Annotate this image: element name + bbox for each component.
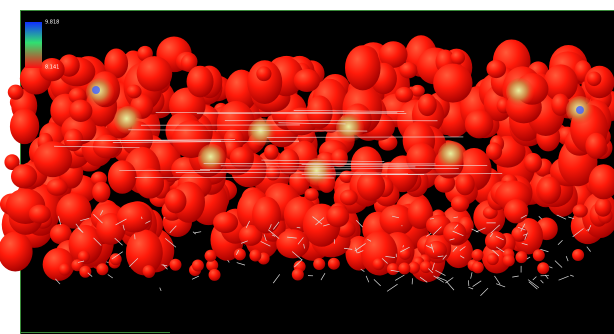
color-bar-max: 9.818: [45, 20, 59, 26]
surface-lobe: [249, 249, 261, 261]
surface-lobe: [92, 182, 110, 203]
surface-lobe: [59, 264, 71, 276]
surface-lobe: [108, 160, 137, 194]
surface-lobe: [11, 164, 37, 188]
surface-lobe: [64, 129, 83, 152]
molecular-surface: [0, 35, 614, 282]
surface-lobe: [433, 63, 472, 102]
surface-lobe: [451, 195, 469, 212]
surface-lobe: [137, 56, 173, 91]
surface-highlight: [336, 114, 364, 142]
surface-lobe: [127, 85, 142, 99]
surface-lobe: [276, 229, 309, 258]
surface-lobe: [110, 253, 122, 265]
surface-lobe: [455, 173, 474, 196]
surface-highlight: [576, 106, 584, 114]
surface-lobe: [395, 87, 413, 103]
surface-lobe: [504, 199, 528, 223]
surface-lobe: [305, 188, 319, 201]
surface-lobe: [533, 249, 545, 261]
surface-lobe: [420, 261, 432, 273]
surface-lobe: [443, 222, 466, 245]
surface-lobe: [47, 179, 68, 196]
surface-lobe: [209, 269, 221, 281]
surface-lobe: [387, 263, 399, 275]
surface-lobe: [538, 176, 562, 204]
surface-lobe: [213, 212, 238, 233]
color-bar: [25, 22, 42, 68]
color-bar-min: 8.141: [45, 65, 59, 71]
surface-lobe: [537, 262, 549, 274]
surface-lobe: [398, 263, 410, 275]
surface-highlight: [304, 158, 332, 186]
surface-lobe: [373, 258, 385, 270]
surface-lobe: [96, 263, 108, 275]
surface-lobe: [572, 249, 584, 261]
surface-lobe: [93, 135, 120, 159]
surface-lobe: [357, 171, 385, 201]
surface-highlight: [438, 141, 466, 169]
surface-lobe: [169, 259, 181, 271]
viewer-window: 9.818 8.141: [0, 0, 614, 334]
surface-lobe: [451, 51, 465, 65]
surface-highlight: [92, 86, 100, 94]
surface-lobe: [487, 253, 499, 265]
surface-highlight: [198, 144, 226, 172]
surface-lobe: [8, 85, 24, 100]
surface-lobe: [587, 71, 602, 86]
surface-lobe: [595, 198, 612, 217]
surface-highlight: [506, 78, 534, 106]
surface-lobe: [165, 189, 187, 214]
surface-lobe: [264, 144, 279, 160]
surface-lobe: [292, 268, 304, 280]
surface-lobe: [256, 66, 271, 81]
surface-lobe: [503, 255, 515, 267]
surface-lobe: [515, 251, 527, 263]
surface-lobe: [79, 266, 91, 278]
surface-lobe: [43, 248, 75, 281]
surface-lobe: [345, 45, 381, 90]
surface-lobe: [472, 261, 484, 273]
surface-lobe: [69, 100, 92, 122]
surface-lobe: [418, 94, 437, 117]
surface-lobe: [472, 249, 484, 261]
surface-lobe: [485, 231, 506, 250]
surface-lobe: [486, 60, 506, 78]
surface-highlight: [86, 78, 114, 106]
surface-lobe: [573, 204, 588, 217]
surface-lobe: [205, 250, 217, 262]
surface-lobe: [406, 143, 436, 174]
molecule-viewport: 9.818 8.141: [0, 0, 614, 334]
surface-lobe: [326, 206, 349, 228]
surface-lobe: [29, 205, 51, 224]
surface-lobe: [340, 190, 358, 206]
surface-lobe: [117, 202, 152, 232]
surface-lobe: [192, 259, 204, 271]
surface-lobe: [136, 168, 164, 198]
surface-lobe: [524, 153, 542, 173]
surface-lobe: [234, 248, 246, 260]
surface-lobe: [585, 133, 606, 159]
surface-lobe: [486, 142, 502, 160]
surface-lobe: [328, 258, 340, 270]
surface-lobe: [465, 110, 494, 139]
surface-lobe: [187, 66, 214, 98]
surface-lobe: [10, 108, 39, 144]
surface-highlight: [248, 118, 276, 146]
surface-lobe: [313, 258, 325, 270]
surface-lobe: [294, 69, 320, 92]
surface-lobe: [278, 149, 299, 175]
surface-lobe: [252, 197, 281, 234]
surface-lobe: [143, 265, 155, 277]
